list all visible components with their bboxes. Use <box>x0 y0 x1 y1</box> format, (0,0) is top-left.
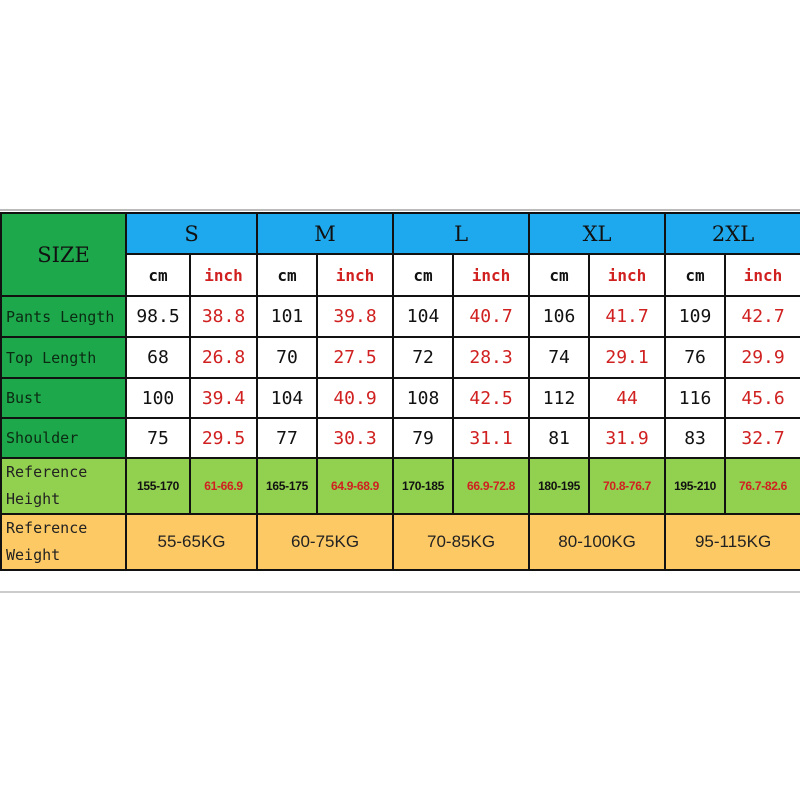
size-2xl-header: 2XL <box>664 212 800 255</box>
inch-value: 42.7 <box>724 295 800 338</box>
inch-value: 29.9 <box>724 336 800 379</box>
inch-value: 29.5 <box>188 417 259 459</box>
weight-value: 80-100KG <box>528 513 667 571</box>
unit-cm: cm <box>256 253 319 297</box>
inch-value: 42.5 <box>452 377 531 419</box>
height-value: 180-195 <box>528 457 591 515</box>
inch-value: 29.1 <box>588 336 667 379</box>
cm-value: 104 <box>256 377 319 419</box>
cm-value: 77 <box>256 417 319 459</box>
row-label: Bust <box>0 377 127 419</box>
height-value: 165-175 <box>256 457 319 515</box>
cm-value: 109 <box>664 295 727 338</box>
height-value: 70.8-76.7 <box>588 457 667 515</box>
size-header: SIZE <box>0 212 127 297</box>
unit-inch: inch <box>588 253 667 297</box>
unit-cm: cm <box>664 253 727 297</box>
weight-value: 95-115KG <box>664 513 800 571</box>
unit-cm: cm <box>125 253 191 297</box>
unit-inch: inch <box>316 253 395 297</box>
cm-value: 70 <box>256 336 319 379</box>
size-m-header: M <box>256 212 395 255</box>
inch-value: 41.7 <box>588 295 667 338</box>
cm-value: 108 <box>392 377 455 419</box>
table-row: Pants Length 98.5 38.8 101 39.8 104 40.7 106 41.… <box>0 295 800 338</box>
height-value: 195-210 <box>664 457 727 515</box>
row-label: Reference Height <box>0 457 127 515</box>
cm-value: 116 <box>664 377 727 419</box>
inch-value: 28.3 <box>452 336 531 379</box>
unit-inch: inch <box>724 253 800 297</box>
inch-value: 40.7 <box>452 295 531 338</box>
unit-inch: inch <box>452 253 531 297</box>
cm-value: 76 <box>664 336 727 379</box>
height-value: 170-185 <box>392 457 455 515</box>
row-label: Reference Weight <box>0 513 127 571</box>
weight-value: 70-85KG <box>392 513 531 571</box>
unit-cm: cm <box>392 253 455 297</box>
unit-inch: inch <box>188 253 259 297</box>
cm-value: 79 <box>392 417 455 459</box>
inch-value: 31.9 <box>588 417 667 459</box>
table-row: Top Length 68 26.8 70 27.5 72 28.3 74 29.1 76 29.9 <box>0 336 800 379</box>
inch-value: 38.8 <box>188 295 259 338</box>
cm-value: 100 <box>125 377 191 419</box>
height-value: 76.7-82.6 <box>724 457 800 515</box>
inch-value: 30.3 <box>316 417 395 459</box>
cm-value: 104 <box>392 295 455 338</box>
cm-value: 112 <box>528 377 591 419</box>
reference-weight-row: Reference Weight 55-65KG 60-75KG 70-85KG 80-… <box>0 513 800 571</box>
table-row: Bust 100 39.4 104 40.9 108 42.5 112 44 116 45.6 <box>0 377 800 419</box>
size-s-header: S <box>124 212 259 255</box>
inch-value: 32.7 <box>724 417 800 459</box>
reference-height-row: Reference Height 155-170 61-66.9 165-175 64.… <box>0 457 800 515</box>
cm-value: 72 <box>392 336 455 379</box>
cm-value: 74 <box>528 336 591 379</box>
cm-value: 106 <box>528 295 591 338</box>
unit-cm: cm <box>528 253 591 297</box>
inch-value: 44 <box>588 377 667 419</box>
inch-value: 45.6 <box>724 377 800 419</box>
table-row: Shoulder 75 29.5 77 30.3 79 31.1 81 31.9 83 32.7 <box>0 417 800 459</box>
cm-value: 75 <box>125 417 191 459</box>
inch-value: 40.9 <box>316 377 395 419</box>
size-l-header: L <box>392 212 531 255</box>
inch-value: 31.1 <box>452 417 531 459</box>
row-label: Shoulder <box>0 417 127 459</box>
row-label: Top Length <box>0 336 127 379</box>
inch-value: 27.5 <box>316 336 395 379</box>
table-frame <box>0 209 800 593</box>
cm-value: 68 <box>125 336 191 379</box>
height-value: 66.9-72.8 <box>452 457 531 515</box>
height-value: 155-170 <box>125 457 191 515</box>
inch-value: 26.8 <box>188 336 259 379</box>
inch-value: 39.4 <box>188 377 259 419</box>
cm-value: 101 <box>256 295 319 338</box>
cm-value: 98.5 <box>125 295 191 338</box>
unit-row: cm inch cm inch cm inch cm inch cm inch <box>1 253 800 297</box>
height-value: 61-66.9 <box>188 457 259 515</box>
cm-value: 81 <box>528 417 591 459</box>
height-value: 64.9-68.9 <box>316 457 395 515</box>
size-chart-table: SIZE S M L XL 2XL cm inch cm inch cm inch cm in… <box>0 212 800 571</box>
row-label: Pants Length <box>0 295 127 338</box>
weight-value: 60-75KG <box>256 513 395 571</box>
cm-value: 83 <box>664 417 727 459</box>
inch-value: 39.8 <box>316 295 395 338</box>
weight-value: 55-65KG <box>124 513 259 571</box>
size-xl-header: XL <box>528 212 667 255</box>
